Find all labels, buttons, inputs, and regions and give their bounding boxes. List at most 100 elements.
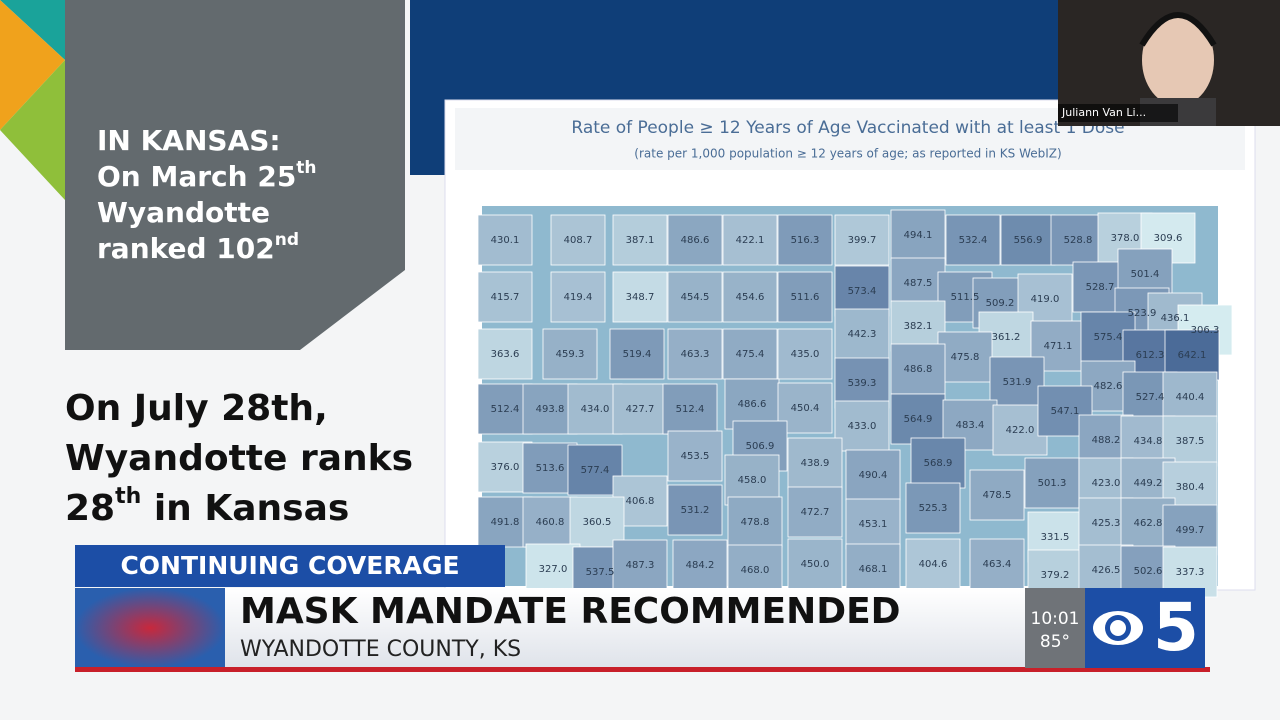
county bbox=[567, 444, 623, 496]
county-value: 509.2 bbox=[986, 298, 1015, 309]
box-line: ranked 102nd bbox=[97, 230, 299, 265]
county bbox=[890, 209, 946, 261]
county-value: 422.1 bbox=[736, 235, 765, 246]
county bbox=[787, 437, 843, 489]
county-value: 556.9 bbox=[1014, 235, 1043, 246]
time-box bbox=[1025, 588, 1085, 668]
county-value: 376.0 bbox=[491, 462, 520, 473]
county bbox=[612, 383, 668, 435]
county-value: 523.9 bbox=[1128, 308, 1157, 319]
county-value: 612.3 bbox=[1136, 350, 1165, 361]
county-value: 425.3 bbox=[1092, 518, 1121, 529]
county-value: 430.1 bbox=[491, 235, 520, 246]
county-value: 387.5 bbox=[1176, 436, 1205, 447]
county bbox=[787, 486, 843, 538]
county-value: 478.5 bbox=[983, 490, 1012, 501]
county-value: 486.8 bbox=[904, 364, 933, 375]
temperature: 85° bbox=[1040, 632, 1070, 652]
county-value: 450.0 bbox=[801, 559, 830, 570]
county bbox=[1000, 214, 1056, 266]
county-value: 361.2 bbox=[992, 332, 1021, 343]
county-value: 575.4 bbox=[1094, 332, 1123, 343]
county-value: 487.3 bbox=[626, 560, 655, 571]
headphones bbox=[1139, 12, 1217, 47]
county bbox=[667, 328, 723, 380]
info-box bbox=[65, 0, 405, 350]
decor bbox=[0, 60, 65, 200]
county bbox=[777, 214, 833, 266]
county-value: 501.4 bbox=[1131, 269, 1160, 280]
county bbox=[787, 538, 843, 590]
headline-bar bbox=[75, 588, 1025, 668]
county bbox=[989, 356, 1045, 408]
county bbox=[672, 539, 728, 591]
county-value: 382.1 bbox=[904, 321, 933, 332]
county-value: 440.4 bbox=[1176, 392, 1205, 403]
map-title: Rate of People ≥ 12 Years of Age Vaccina… bbox=[571, 118, 1124, 138]
county-value: 337.3 bbox=[1176, 567, 1205, 578]
county-value: 471.1 bbox=[1044, 341, 1073, 352]
county-map: 430.1 408.7 387.1 486.6 422.1 516.3 399.7 494.1… bbox=[477, 209, 1233, 601]
county bbox=[777, 271, 833, 323]
county bbox=[777, 328, 833, 380]
county-value: 478.8 bbox=[741, 517, 770, 528]
tag-text: CONTINUING COVERAGE bbox=[120, 551, 459, 580]
county-value: 516.3 bbox=[791, 235, 820, 246]
text: ranked 102 bbox=[97, 232, 275, 265]
county-value: 483.4 bbox=[956, 420, 985, 431]
county bbox=[722, 214, 778, 266]
superscript: th bbox=[296, 158, 316, 178]
person bbox=[1142, 14, 1214, 106]
county bbox=[834, 400, 890, 452]
county bbox=[910, 437, 966, 489]
county-value: 463.4 bbox=[983, 559, 1012, 570]
county-value: 531.2 bbox=[681, 505, 710, 516]
county bbox=[969, 538, 1025, 590]
county-value: 484.2 bbox=[686, 560, 715, 571]
county bbox=[834, 357, 890, 409]
county-value: 528.8 bbox=[1064, 235, 1093, 246]
county-value: 449.2 bbox=[1134, 478, 1163, 489]
county-value: 327.0 bbox=[539, 564, 568, 575]
statement-line: Wyandotte ranks bbox=[65, 438, 413, 479]
county-value: 378.0 bbox=[1111, 233, 1140, 244]
superscript: nd bbox=[275, 230, 299, 250]
red-rule bbox=[75, 667, 1210, 672]
county-value: 642.1 bbox=[1178, 350, 1207, 361]
county bbox=[1162, 371, 1218, 423]
county-value: 512.4 bbox=[491, 404, 520, 415]
county-value: 450.4 bbox=[791, 403, 820, 414]
county-value: 406.8 bbox=[626, 496, 655, 507]
county-value: 434.8 bbox=[1134, 436, 1163, 447]
text: 28 bbox=[65, 488, 115, 529]
county-value: 331.5 bbox=[1041, 532, 1070, 543]
county-value: 528.7 bbox=[1086, 282, 1115, 293]
county bbox=[834, 308, 890, 360]
county-value: 422.0 bbox=[1006, 425, 1035, 436]
county-value: 486.6 bbox=[681, 235, 710, 246]
county-value: 380.4 bbox=[1176, 482, 1205, 493]
statement-line: On July 28th, bbox=[65, 388, 328, 429]
county-value: 490.4 bbox=[859, 470, 888, 481]
county bbox=[612, 271, 668, 323]
map-subtitle: (rate per 1,000 population ≥ 12 years of… bbox=[634, 147, 1061, 161]
county-value: 459.3 bbox=[556, 349, 585, 360]
subhead: WYANDOTTE COUNTY, KS bbox=[240, 637, 521, 662]
county-value: 408.7 bbox=[564, 235, 593, 246]
county-value: 506.9 bbox=[746, 441, 775, 452]
text: in Kansas bbox=[141, 488, 349, 529]
county bbox=[667, 430, 723, 482]
county-value: 460.8 bbox=[536, 517, 565, 528]
county-value: 511.5 bbox=[951, 292, 980, 303]
county-value: 537.5 bbox=[586, 567, 615, 578]
county-value: 494.1 bbox=[904, 230, 933, 241]
time: 10:01 bbox=[1031, 609, 1080, 629]
county-value: 438.9 bbox=[801, 458, 830, 469]
county bbox=[667, 214, 723, 266]
county bbox=[945, 214, 1001, 266]
decor bbox=[0, 0, 65, 130]
county bbox=[845, 543, 901, 595]
county-value: 468.0 bbox=[741, 565, 770, 576]
county-value: 306.3 bbox=[1191, 325, 1220, 336]
